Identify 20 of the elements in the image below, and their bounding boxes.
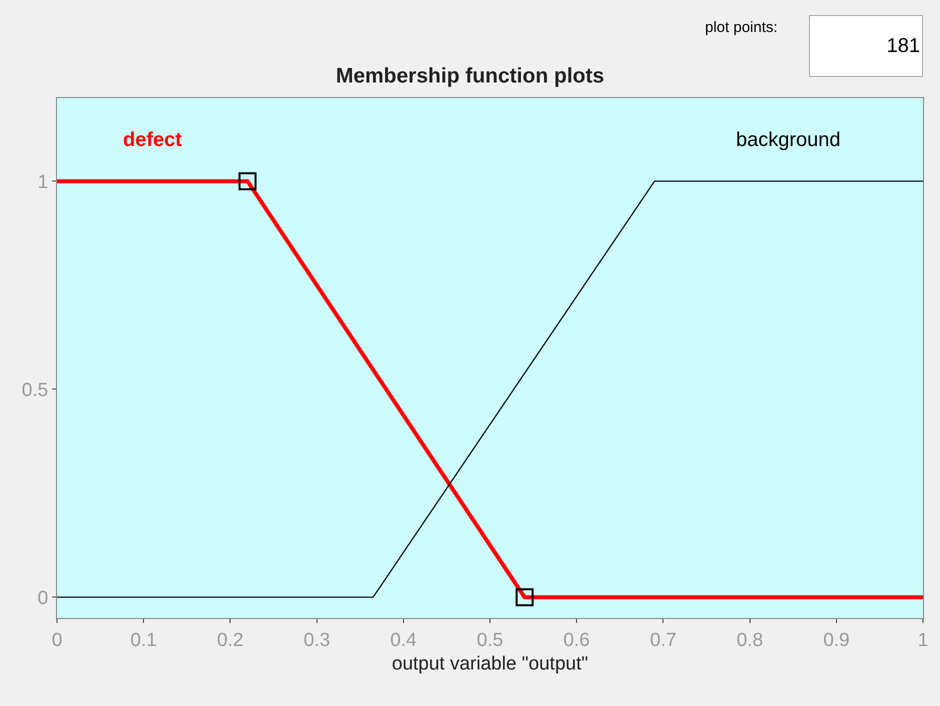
x-tick-label: 0.8 [736,630,764,651]
x-tick-label: 0.4 [390,630,418,651]
x-tick-label: 0.2 [216,630,244,651]
x-tick-label: 0 [52,630,62,651]
x-tick-label: 1 [918,630,928,651]
text: plot points: [705,19,778,36]
x-tick-label: 0.5 [476,630,504,651]
x-tick-label: 0.6 [563,630,590,651]
y-tick-label: 0 [38,588,48,609]
chart-title: Membership function plots [336,64,604,88]
x-tick-label: 0.9 [823,630,850,651]
text: 181 [886,35,920,57]
x-axis-title: output variable "output" [392,654,588,675]
series-label: defect [123,129,182,151]
series-label: background [736,129,841,151]
x-tick-label: 0.3 [304,630,330,651]
x-tick-label: 0.1 [130,630,157,651]
x-tick-label: 0.7 [650,630,676,651]
y-tick-label: 0.5 [22,380,48,401]
y-tick-label: 1 [38,172,48,193]
